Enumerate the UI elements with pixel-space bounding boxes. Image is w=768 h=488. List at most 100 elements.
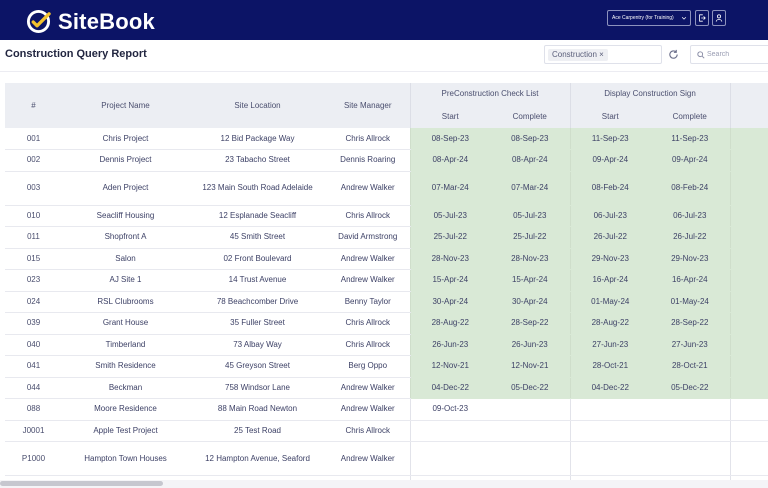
- cell-preconstruction-start: 05-Jul-23: [409, 205, 490, 227]
- cell-site-manager: Andrew Walker: [326, 269, 410, 292]
- cell-project-name: Seacliff Housing: [62, 205, 189, 227]
- cell-next-start: 15-: [729, 355, 768, 378]
- cell-preconstruction-complete: 15-Apr-24: [490, 269, 570, 292]
- cell-site-manager: Berg Oppo: [326, 355, 410, 378]
- table-body: 001 Chris Project 12 Bid Package Way Chris …: [5, 128, 768, 480]
- cell-preconstruction-start: [409, 420, 490, 442]
- company-selector-value: Ace Carpentry (for Training): [612, 15, 674, 21]
- table-row[interactable]: 015 Salon 02 Front Boulevard Andrew Walker 2…: [5, 248, 768, 270]
- column-header-site-location[interactable]: Site Location: [189, 83, 326, 128]
- cell-sign-start: [569, 441, 650, 476]
- cell-number: J0001: [5, 420, 62, 442]
- refresh-button[interactable]: [666, 47, 680, 61]
- cell-sign-start: 28-Oct-21: [569, 355, 650, 378]
- close-icon[interactable]: ×: [599, 50, 604, 59]
- column-header-start[interactable]: Start: [569, 104, 650, 128]
- cell-site-manager: Chris Allrock: [326, 128, 410, 150]
- cell-number: 039: [5, 312, 62, 335]
- cell-sign-complete: 27-Jun-23: [650, 334, 731, 356]
- cell-next-start: 27-: [729, 334, 768, 356]
- cell-preconstruction-complete: [490, 420, 570, 442]
- table-row[interactable]: 024 RSL Clubrooms 78 Beachcomber Drive Benn…: [5, 291, 768, 313]
- cell-preconstruction-complete: 28-Nov-23: [490, 248, 570, 270]
- table-row[interactable]: J0001 Apple Test Project 25 Test Road Chris…: [5, 420, 768, 442]
- column-header-site-manager[interactable]: Site Manager: [326, 83, 410, 128]
- cell-number: 040: [5, 334, 62, 356]
- column-header-complete[interactable]: Complete: [650, 104, 731, 128]
- app-logo[interactable]: SiteBook: [26, 8, 155, 34]
- table-row[interactable]: P1000 Hampton Town Houses 12 Hampton Avenu…: [5, 441, 768, 476]
- report-table-container[interactable]: # Project Name Site Location Site Manage…: [5, 83, 768, 480]
- column-header-project-name[interactable]: Project Name: [62, 83, 189, 128]
- cell-number: 001: [5, 128, 62, 150]
- cell-number: P1001: [5, 475, 62, 480]
- group-header-next: [729, 83, 768, 104]
- table-row[interactable]: 003 Aden Project 123 Main South Road Adela…: [5, 171, 768, 206]
- column-header-number[interactable]: #: [5, 83, 62, 128]
- table-row[interactable]: 011 Shopfront A 45 Smith Street David Armst…: [5, 226, 768, 249]
- search-input[interactable]: [707, 48, 767, 61]
- cell-project-name: Beckman: [62, 377, 189, 399]
- column-header-start[interactable]: S: [729, 104, 768, 128]
- cell-project-name: Moore Residence: [62, 398, 189, 421]
- cell-sign-start: 28-Aug-22: [569, 312, 650, 335]
- table-row[interactable]: 040 Timberland 73 Albay Way Chris Allrock 26…: [5, 334, 768, 356]
- cell-next-start: 17-: [729, 269, 768, 292]
- cell-next-start: 14-: [729, 171, 768, 206]
- table-row[interactable]: 044 Beckman 758 Windsor Lane Andrew Walker 0…: [5, 377, 768, 399]
- exit-button[interactable]: [695, 10, 709, 26]
- cell-site-location: 45 Smith Street: [189, 226, 326, 249]
- cell-sign-start: [569, 475, 650, 480]
- cell-sign-complete: 16-Apr-24: [650, 269, 731, 292]
- cell-site-location: 35 Fuller Street: [189, 312, 326, 335]
- cell-site-manager: Andrew Walker: [326, 441, 410, 476]
- table-row[interactable]: 039 Grant House 35 Fuller Street Chris Allr…: [5, 312, 768, 335]
- filter-chip[interactable]: Construction ×: [548, 49, 608, 61]
- cell-project-name: Aden Project: [62, 171, 189, 206]
- column-header-start[interactable]: Start: [409, 104, 490, 128]
- filter-input[interactable]: Construction ×: [544, 45, 662, 64]
- cell-preconstruction-complete: 26-Jun-23: [490, 334, 570, 356]
- table-row[interactable]: P1001V Tower Apartment10 Seaview Road He…: [5, 475, 768, 480]
- cell-site-location: 88 Main Road Newton: [189, 398, 326, 421]
- table-row[interactable]: 088 Moore Residence 88 Main Road Newton And…: [5, 398, 768, 421]
- cell-next-start: 22-: [729, 226, 768, 249]
- cell-next-start: 30-: [729, 248, 768, 270]
- cell-preconstruction-complete: 05-Dec-22: [490, 377, 570, 399]
- cell-preconstruction-complete: [490, 475, 570, 480]
- cell-site-location: 23 Tabacho Street: [189, 149, 326, 172]
- cell-preconstruction-start: 28-Nov-23: [409, 248, 490, 270]
- cell-next-start: 06-: [729, 377, 768, 399]
- table-row[interactable]: 002 Dennis Project 23 Tabacho Street Dennis…: [5, 149, 768, 172]
- cell-sign-start: 08-Feb-24: [569, 171, 650, 206]
- horizontal-scrollbar[interactable]: [0, 480, 768, 488]
- column-header-complete[interactable]: Complete: [490, 104, 570, 128]
- cell-next-start: [729, 475, 768, 480]
- construction-query-table: # Project Name Site Location Site Manage…: [5, 83, 768, 480]
- cell-site-location: 45 Greyson Street: [189, 355, 326, 378]
- table-row[interactable]: 001 Chris Project 12 Bid Package Way Chris …: [5, 128, 768, 150]
- scrollbar-thumb[interactable]: [0, 481, 163, 486]
- cell-preconstruction-start: 25-Jul-22: [409, 226, 490, 249]
- table-row[interactable]: 023 AJ Site 1 14 Trust Avenue Andrew Walker…: [5, 269, 768, 292]
- cell-preconstruction-complete: 08-Sep-23: [490, 128, 570, 150]
- cell-sign-complete: [650, 398, 731, 421]
- cell-preconstruction-start: 09-Oct-23: [409, 398, 490, 421]
- exit-icon: [699, 14, 706, 22]
- table-row[interactable]: 010 Seacliff Housing 12 Esplanade Seacliff…: [5, 205, 768, 227]
- cell-project-name: Chris Project: [62, 128, 189, 150]
- cell-sign-start: 06-Jul-23: [569, 205, 650, 227]
- table-row[interactable]: 041 Smith Residence 45 Greyson Street Berg …: [5, 355, 768, 378]
- search-field[interactable]: [690, 45, 768, 64]
- chevron-down-icon: [681, 16, 687, 20]
- cell-number: P1000: [5, 441, 62, 476]
- cell-preconstruction-complete: 07-Mar-24: [490, 171, 570, 206]
- cell-sign-complete: 01-May-24: [650, 291, 731, 313]
- cell-sign-complete: 09-Apr-24: [650, 149, 731, 172]
- user-button[interactable]: [712, 10, 726, 26]
- cell-sign-start: 04-Dec-22: [569, 377, 650, 399]
- cell-sign-complete: [650, 475, 731, 480]
- company-selector[interactable]: Ace Carpentry (for Training): [607, 10, 691, 26]
- cell-project-name: RSL Clubrooms: [62, 291, 189, 313]
- cell-sign-start: 11-Sep-23: [569, 128, 650, 150]
